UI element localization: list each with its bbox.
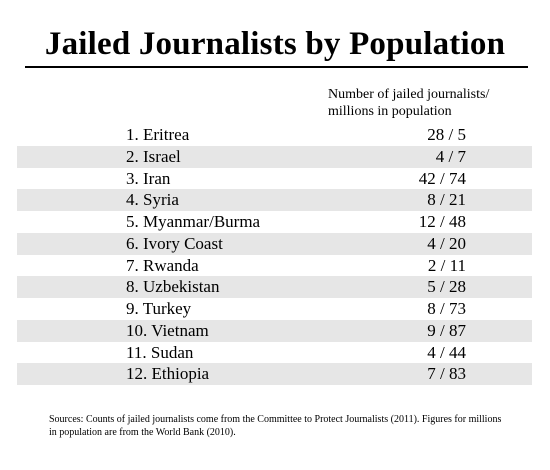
jailed-per-population-value: 42 / 74 bbox=[418, 168, 466, 188]
country-rank-label: 9. Turkey bbox=[126, 299, 192, 318]
country-rank-label: 12. Ethiopia bbox=[126, 364, 210, 384]
country-rank-label: 11. Sudan bbox=[126, 342, 194, 362]
country-rank-label: 8. Uzbekistan bbox=[126, 277, 220, 297]
table-row: 11. Sudan 4 / 44 bbox=[17, 342, 532, 364]
ranking-table: 1. Eritrea 28 / 5 2. Israel 4 / 7 3. Iran 42 … bbox=[17, 124, 532, 385]
table-row: 12. Ethiopia 7 / 83 bbox=[17, 363, 532, 385]
jailed-per-population-value: 5 / 28 bbox=[427, 277, 466, 297]
jailed-per-population-value: 12 / 48 bbox=[418, 212, 466, 231]
column-header: Number of jailed journalists/ millions i… bbox=[328, 86, 489, 120]
table-row: 1. Eritrea 28 / 5 bbox=[17, 124, 532, 146]
table-row: 4. Syria 8 / 21 bbox=[17, 189, 532, 211]
table-row: 8. Uzbekistan 5 / 28 bbox=[17, 276, 532, 298]
jailed-per-population-value: 4 / 20 bbox=[427, 233, 466, 253]
table-row: 6. Ivory Coast 4 / 20 bbox=[17, 232, 532, 255]
table-row: 10. Vietnam 9 / 87 bbox=[17, 319, 532, 342]
jailed-per-population-value: 8 / 73 bbox=[427, 299, 466, 318]
column-header-line-2: millions in population bbox=[328, 104, 452, 119]
table-row: 5. Myanmar/Burma 12 / 48 bbox=[17, 211, 532, 233]
jailed-per-population-value: 4 / 7 bbox=[435, 146, 466, 166]
title-underline bbox=[25, 66, 528, 68]
column-header-line-1: Number of jailed journalists/ bbox=[328, 87, 490, 102]
jailed-per-population-value: 8 / 21 bbox=[427, 190, 466, 210]
country-rank-label: 4. Syria bbox=[126, 190, 179, 210]
jailed-per-population-value: 9 / 87 bbox=[427, 320, 466, 340]
country-rank-label: 2. Israel bbox=[126, 146, 181, 166]
country-rank-label: 3. Iran bbox=[126, 168, 171, 188]
country-rank-label: 7. Rwanda bbox=[126, 255, 199, 275]
country-rank-label: 5. Myanmar/Burma bbox=[126, 212, 261, 231]
jailed-per-population-value: 28 / 5 bbox=[427, 125, 466, 144]
table-row: 9. Turkey 8 / 73 bbox=[17, 298, 532, 320]
jailed-per-population-value: 7 / 83 bbox=[427, 364, 466, 384]
jailed-per-population-value: 4 / 44 bbox=[427, 342, 466, 362]
country-rank-label: 1. Eritrea bbox=[126, 125, 190, 144]
sources-note: Sources: Counts of jailed journalists co… bbox=[49, 414, 502, 438]
table-row: 2. Israel 4 / 7 bbox=[17, 145, 532, 168]
chart-title: Jailed Journalists by Population bbox=[44, 26, 506, 62]
table-row: 7. Rwanda 2 / 11 bbox=[17, 255, 532, 277]
country-rank-label: 10. Vietnam bbox=[126, 320, 209, 340]
jailed-per-population-value: 2 / 11 bbox=[427, 255, 466, 275]
table-row: 3. Iran 42 / 74 bbox=[17, 168, 532, 190]
country-rank-label: 6. Ivory Coast bbox=[126, 233, 223, 253]
